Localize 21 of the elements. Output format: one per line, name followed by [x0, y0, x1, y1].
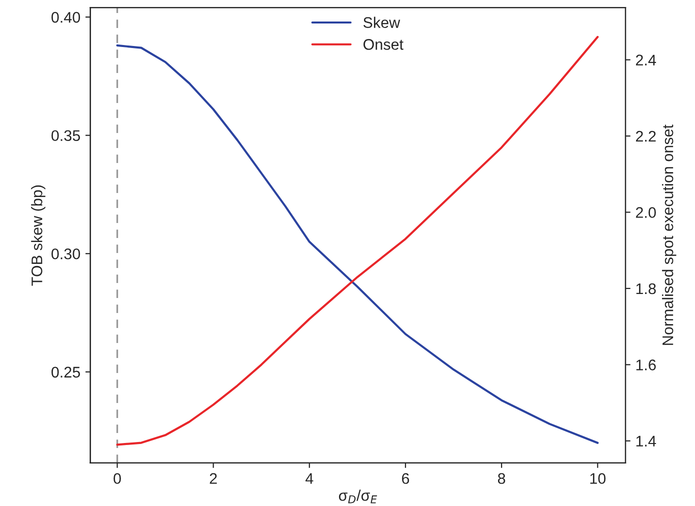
- y2-axis-title: Normalised spot execution onset: [662, 124, 676, 345]
- x-tick-label: 10: [590, 473, 606, 484]
- y2-tick-label: 2.0: [636, 207, 656, 218]
- legend-label: Onset: [363, 39, 404, 50]
- y2-tick-label: 2.2: [636, 130, 656, 142]
- y-tick-label: 0.40: [51, 12, 80, 23]
- legend-label: Skew: [363, 16, 400, 28]
- x-tick-label: 6: [402, 473, 410, 484]
- y-axis-title: TOB skew (bp): [31, 185, 46, 286]
- y-tick-label: 0.25: [51, 366, 80, 378]
- y-tick-label: 0.30: [51, 248, 80, 260]
- x-axis-title: σ$_{D}$/σ$_{E}$: [338, 490, 378, 504]
- y2-tick-label: 1.4: [636, 436, 656, 446]
- x-tick-label: 4: [306, 473, 314, 484]
- y2-tick-label: 2.4: [636, 54, 656, 66]
- x-tick-label: 2: [210, 473, 217, 484]
- x-tick-label: 8: [498, 473, 506, 484]
- x-tick-label: 0: [114, 473, 121, 484]
- y2-tick-label: 1.8: [636, 283, 656, 294]
- y-tick-label: 0.35: [51, 130, 80, 142]
- y2-tick-label: 1.6: [636, 360, 656, 370]
